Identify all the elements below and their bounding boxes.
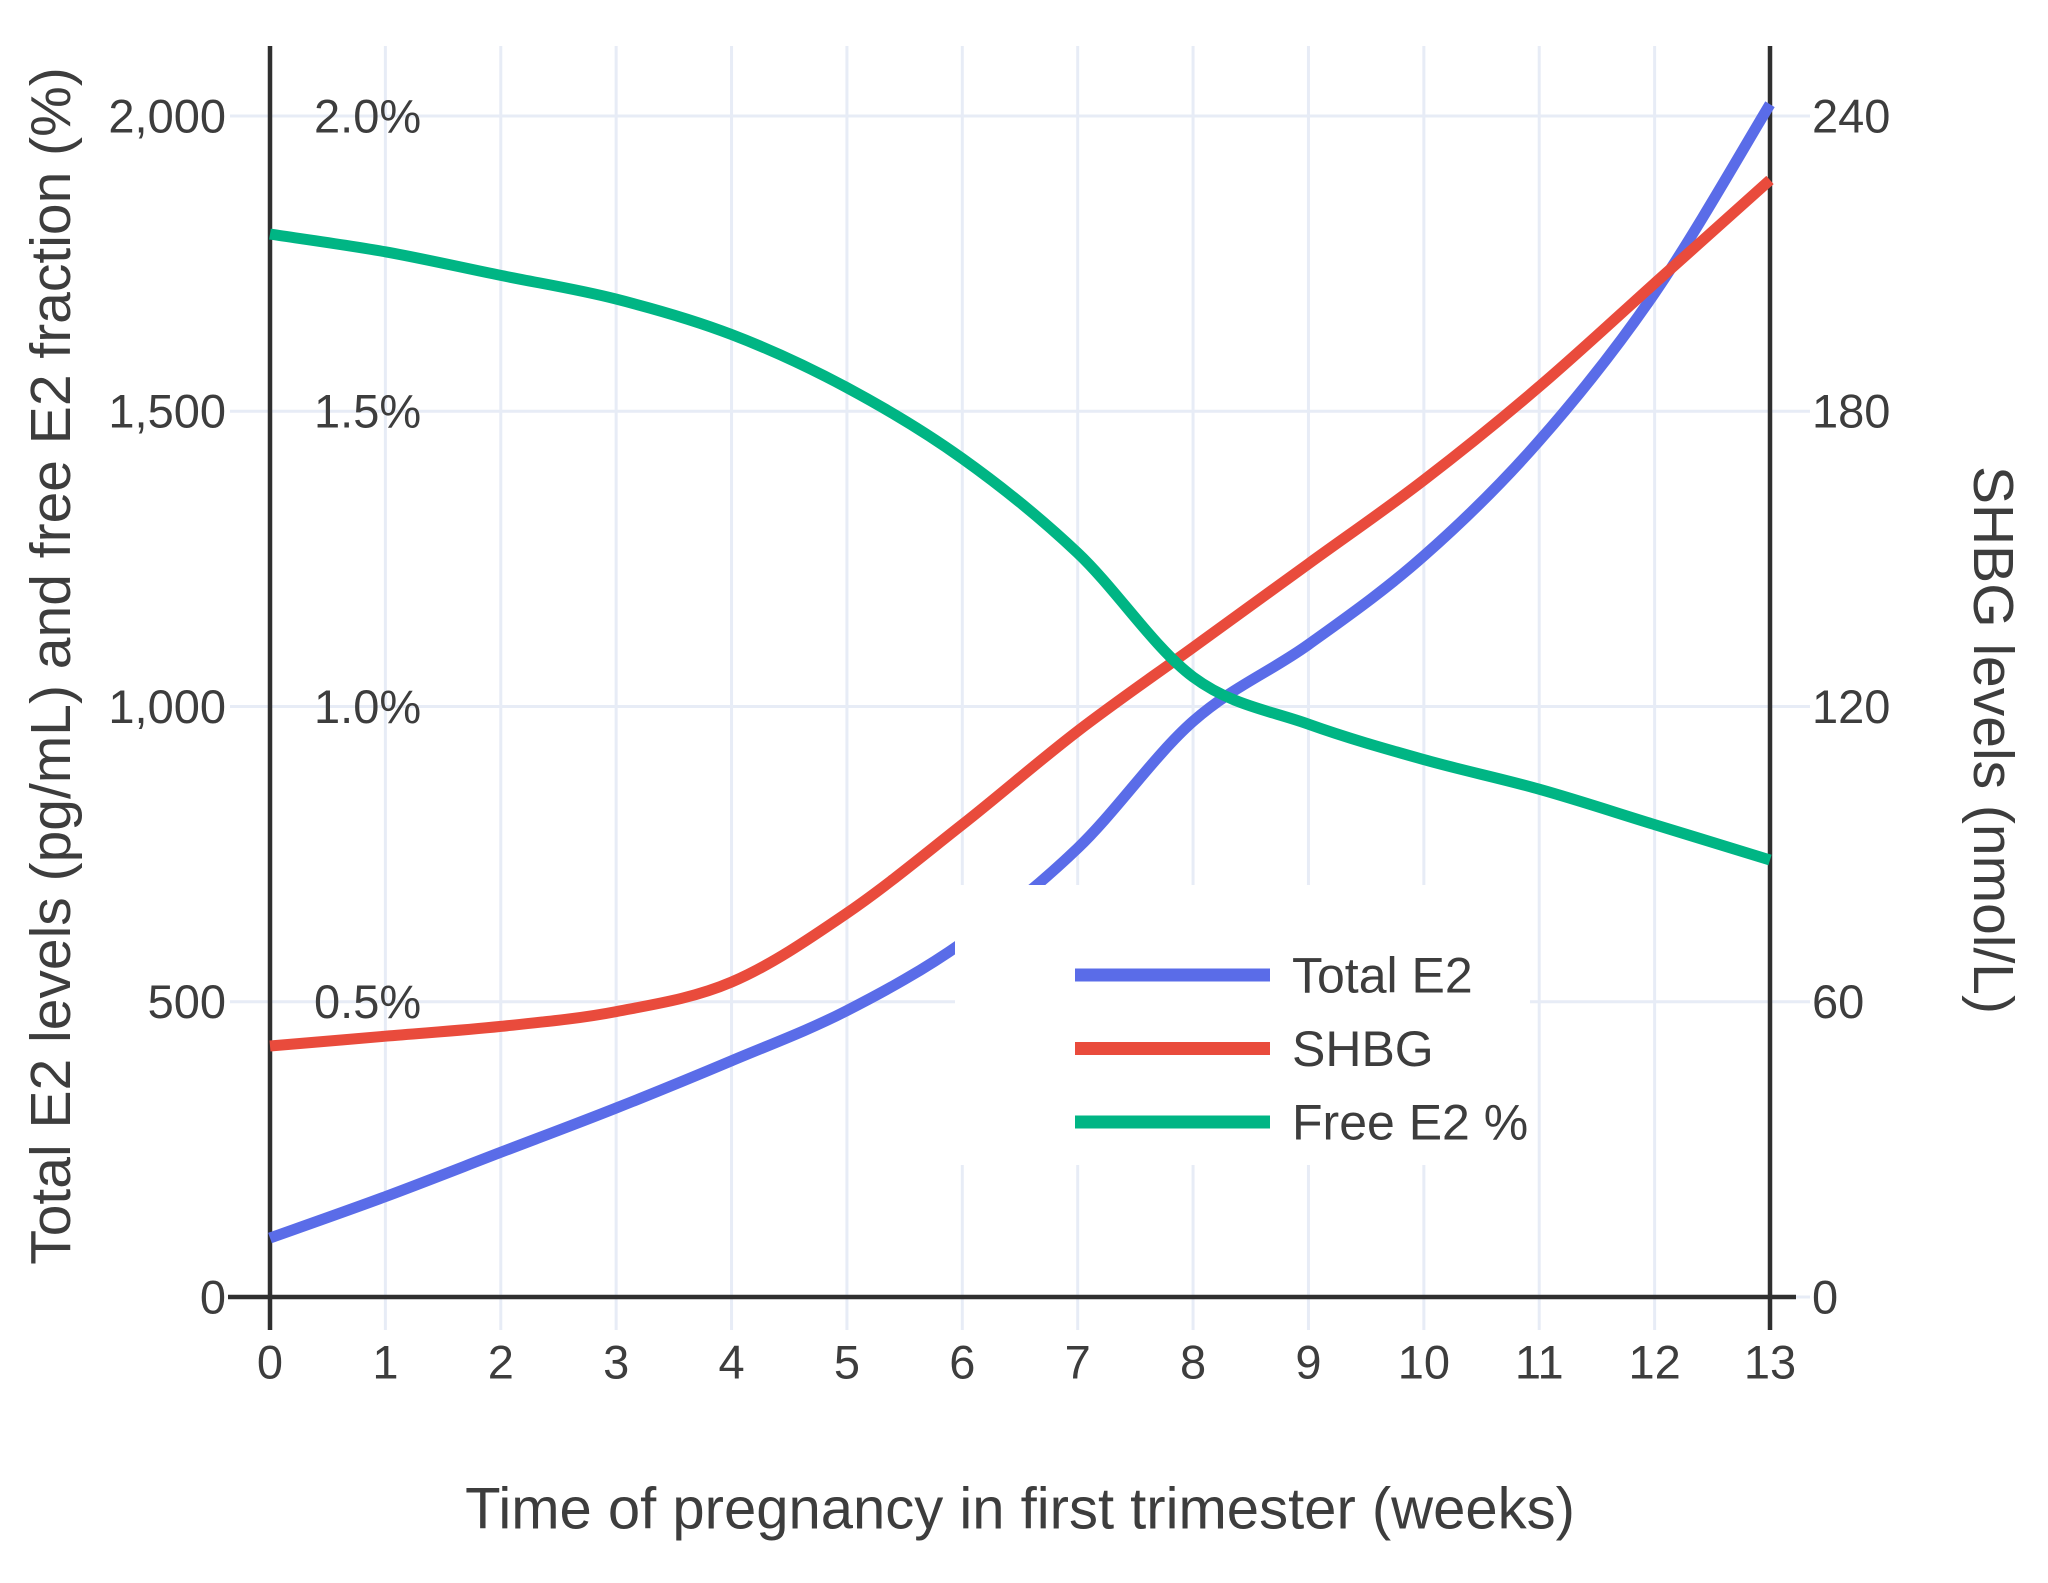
- y-axis-right-title: SHBG levels (nmol/L): [1961, 466, 2025, 1014]
- tick-label-percent-15: 1.5%: [314, 385, 421, 438]
- tick-label-week-1: 1: [372, 1335, 398, 1388]
- tick-label-percent-20: 2.0%: [314, 89, 421, 142]
- legend-label-free-e2-: Free E2 %: [1292, 1095, 1528, 1151]
- legend-label-shbg: SHBG: [1292, 1021, 1434, 1077]
- series-line-free-e2-: [269, 228, 1772, 866]
- tick-label-week-0: 0: [257, 1335, 283, 1388]
- tick-label-right-60: 60: [1812, 975, 1864, 1028]
- tick-label-week-6: 6: [949, 1335, 975, 1388]
- tick-label-week-4: 4: [718, 1335, 744, 1388]
- series-line-total-e2: [268, 101, 1775, 1244]
- tick-labels: 05001,0001,5002,0000.5%1.0%1.5%2.0%06012…: [108, 89, 1890, 1388]
- tick-label-week-9: 9: [1295, 1335, 1321, 1388]
- legend: Total E2 SHBG Free E2 %: [955, 885, 1530, 1165]
- x-axis-title: Time of pregnancy in first trimester (we…: [465, 1476, 1575, 1541]
- tick-label-right-0: 0: [1812, 1270, 1838, 1323]
- tick-label-left-1000: 1,000: [108, 680, 226, 733]
- tick-label-week-11: 11: [1515, 1335, 1564, 1388]
- tick-label-left-500: 500: [148, 975, 226, 1028]
- tick-label-week-10: 10: [1398, 1335, 1450, 1388]
- y-axis-left-title: Total E2 levels (pg/mL) and free E2 frac…: [19, 67, 83, 1265]
- tick-label-percent-05: 0.5%: [314, 975, 421, 1028]
- tick-label-left-1500: 1,500: [108, 385, 226, 438]
- tick-label-week-2: 2: [488, 1335, 514, 1388]
- axes: [228, 46, 1796, 1330]
- tick-label-week-5: 5: [834, 1335, 860, 1388]
- tick-label-week-13: 13: [1744, 1335, 1796, 1388]
- tick-label-week-8: 8: [1180, 1335, 1206, 1388]
- tick-label-left-2000: 2,000: [108, 89, 226, 142]
- tick-label-week-7: 7: [1065, 1335, 1091, 1388]
- series-line-shbg: [269, 175, 1774, 1052]
- tick-label-right-180: 180: [1812, 385, 1890, 438]
- legend-label-total-e2: Total E2: [1292, 948, 1473, 1004]
- tick-label-percent-10: 1.0%: [314, 680, 421, 733]
- tick-label-right-120: 120: [1812, 680, 1890, 733]
- tick-label-week-12: 12: [1628, 1335, 1680, 1388]
- tick-label-right-240: 240: [1812, 89, 1890, 142]
- tick-label-left-0: 0: [200, 1270, 226, 1323]
- tick-label-week-3: 3: [603, 1335, 629, 1388]
- series-curves: [268, 101, 1775, 1244]
